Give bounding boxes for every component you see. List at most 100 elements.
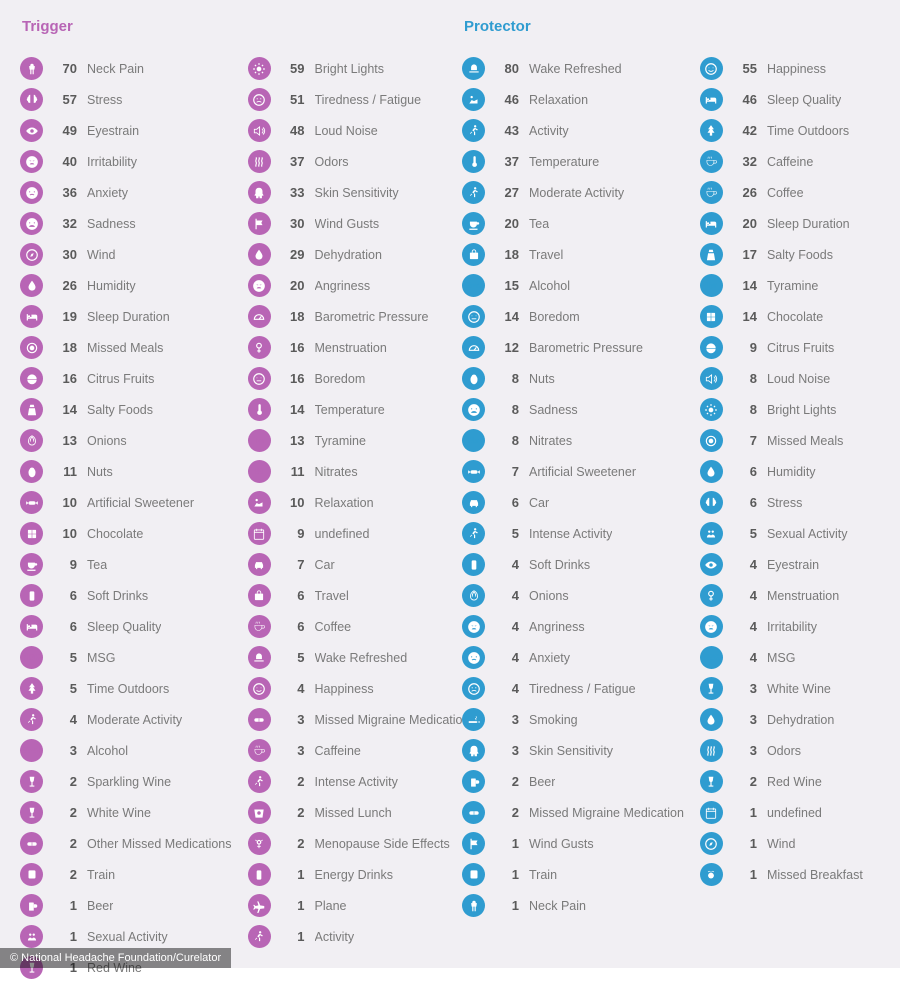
item-value: 9 — [47, 557, 77, 572]
list-item: 30 Wind Gusts — [242, 208, 470, 239]
anxious-icon — [462, 646, 485, 669]
list-item: 3Dehydration — [694, 704, 886, 735]
item-label: Missed Migraine Medication — [315, 713, 470, 727]
item-label: Eyestrain — [767, 558, 819, 572]
list-item: 3Odors — [694, 735, 886, 766]
item-label: Sleep Quality — [767, 93, 841, 107]
happy-icon — [248, 677, 271, 700]
item-label: Plane — [315, 899, 347, 913]
list-item: 29Dehydration — [242, 239, 470, 270]
list-item: 57Stress — [14, 84, 232, 115]
bored-icon — [248, 367, 271, 390]
item-value: 11 — [275, 464, 305, 479]
list-item: 32Caffeine — [694, 146, 886, 177]
list-item: 14Salty Foods — [14, 394, 232, 425]
item-value: 2 — [275, 774, 305, 789]
item-value: 1 — [727, 867, 757, 882]
item-value: 5 — [47, 681, 77, 696]
item-value: 4 — [727, 619, 757, 634]
list-item: 7Missed Meals — [694, 425, 886, 456]
list-item: 10 Relaxation — [242, 487, 470, 518]
item-label: Dehydration — [767, 713, 834, 727]
item-value: 1 — [275, 898, 305, 913]
item-label: Relaxation — [315, 496, 374, 510]
list-item: 4Moderate Activity — [14, 704, 232, 735]
protector-section: Protector80Wake Refreshed46Relaxation43A… — [456, 18, 886, 968]
item-value: 4 — [47, 712, 77, 727]
list-item: 6Travel — [242, 580, 470, 611]
list-item: 2White Wine — [14, 797, 232, 828]
item-label: Anxiety — [529, 651, 570, 665]
item-value: 32 — [47, 216, 77, 231]
list-item: 55Happiness — [694, 53, 886, 84]
compass-icon — [20, 243, 43, 266]
item-value: 40 — [47, 154, 77, 169]
list-item: 6Coffee — [242, 611, 470, 642]
sad-icon — [462, 398, 485, 421]
item-label: Wind Gusts — [315, 217, 380, 231]
item-value: 30 — [47, 247, 77, 262]
list-item: 49Eyestrain — [14, 115, 232, 146]
item-label: Missed Meals — [767, 434, 843, 448]
text-vol-icon: %vol — [462, 274, 485, 297]
item-label: Odors — [767, 744, 801, 758]
item-label: Loud Noise — [767, 372, 830, 386]
item-label: White Wine — [87, 806, 151, 820]
list-item: 33Skin Sensitivity — [242, 177, 470, 208]
nuts-icon — [462, 367, 485, 390]
item-value: 10 — [275, 495, 305, 510]
item-label: Boredom — [315, 372, 366, 386]
pills-icon — [462, 801, 485, 824]
item-value: 13 — [275, 433, 305, 448]
run-icon — [248, 770, 271, 793]
column: 55Happiness46Sleep Quality42Time Outdoor… — [694, 53, 886, 921]
item-label: Coffee — [767, 186, 804, 200]
relax-icon — [462, 88, 485, 111]
anger-icon — [462, 615, 485, 638]
item-label: Sleep Quality — [87, 620, 161, 634]
bag-icon — [462, 243, 485, 266]
list-item: 1Neck Pain — [456, 890, 684, 921]
list-item: 14Boredom — [456, 301, 684, 332]
item-label: Angriness — [315, 279, 371, 293]
text-ntr-icon: Ntr — [462, 429, 485, 452]
item-label: Sexual Activity — [87, 930, 168, 944]
item-value: 51 — [275, 92, 305, 107]
list-item: 59 Bright Lights — [242, 53, 470, 84]
list-item: 48Loud Noise — [242, 115, 470, 146]
item-value: 5 — [489, 526, 519, 541]
list-item: 40Irritability — [14, 146, 232, 177]
list-item: 4Irritability — [694, 611, 886, 642]
item-value: 13 — [47, 433, 77, 448]
item-value: 70 — [47, 61, 77, 76]
item-value: 46 — [727, 92, 757, 107]
item-value: 29 — [275, 247, 305, 262]
eye-icon — [20, 119, 43, 142]
item-value: 8 — [489, 433, 519, 448]
item-value: 2 — [489, 805, 519, 820]
item-value: 36 — [47, 185, 77, 200]
citrus-icon — [700, 336, 723, 359]
wine-icon — [700, 770, 723, 793]
item-label: Soft Drinks — [529, 558, 590, 572]
item-label: Sleep Duration — [87, 310, 170, 324]
list-item: 51Tiredness / Fatigue — [242, 84, 470, 115]
list-item: 9Tea — [14, 549, 232, 580]
item-value: 14 — [489, 309, 519, 324]
coffee-icon — [248, 615, 271, 638]
bfast-icon — [700, 863, 723, 886]
item-value: 59 — [275, 61, 305, 76]
item-label: Sparkling Wine — [87, 775, 171, 789]
cal-icon — [248, 522, 271, 545]
wine-icon — [20, 770, 43, 793]
sound-icon — [700, 367, 723, 390]
list-item: %vol3Alcohol — [14, 735, 232, 766]
tea-icon — [20, 553, 43, 576]
item-value: 30 — [275, 216, 305, 231]
column: 59 Bright Lights 51Tiredness / Fatigue48Lo… — [242, 53, 470, 983]
item-label: Humidity — [87, 279, 136, 293]
item-label: Bright Lights — [315, 62, 384, 76]
list-item: 46Relaxation — [456, 84, 684, 115]
item-value: 19 — [47, 309, 77, 324]
list-item: Tyr13Tyramine — [242, 425, 470, 456]
